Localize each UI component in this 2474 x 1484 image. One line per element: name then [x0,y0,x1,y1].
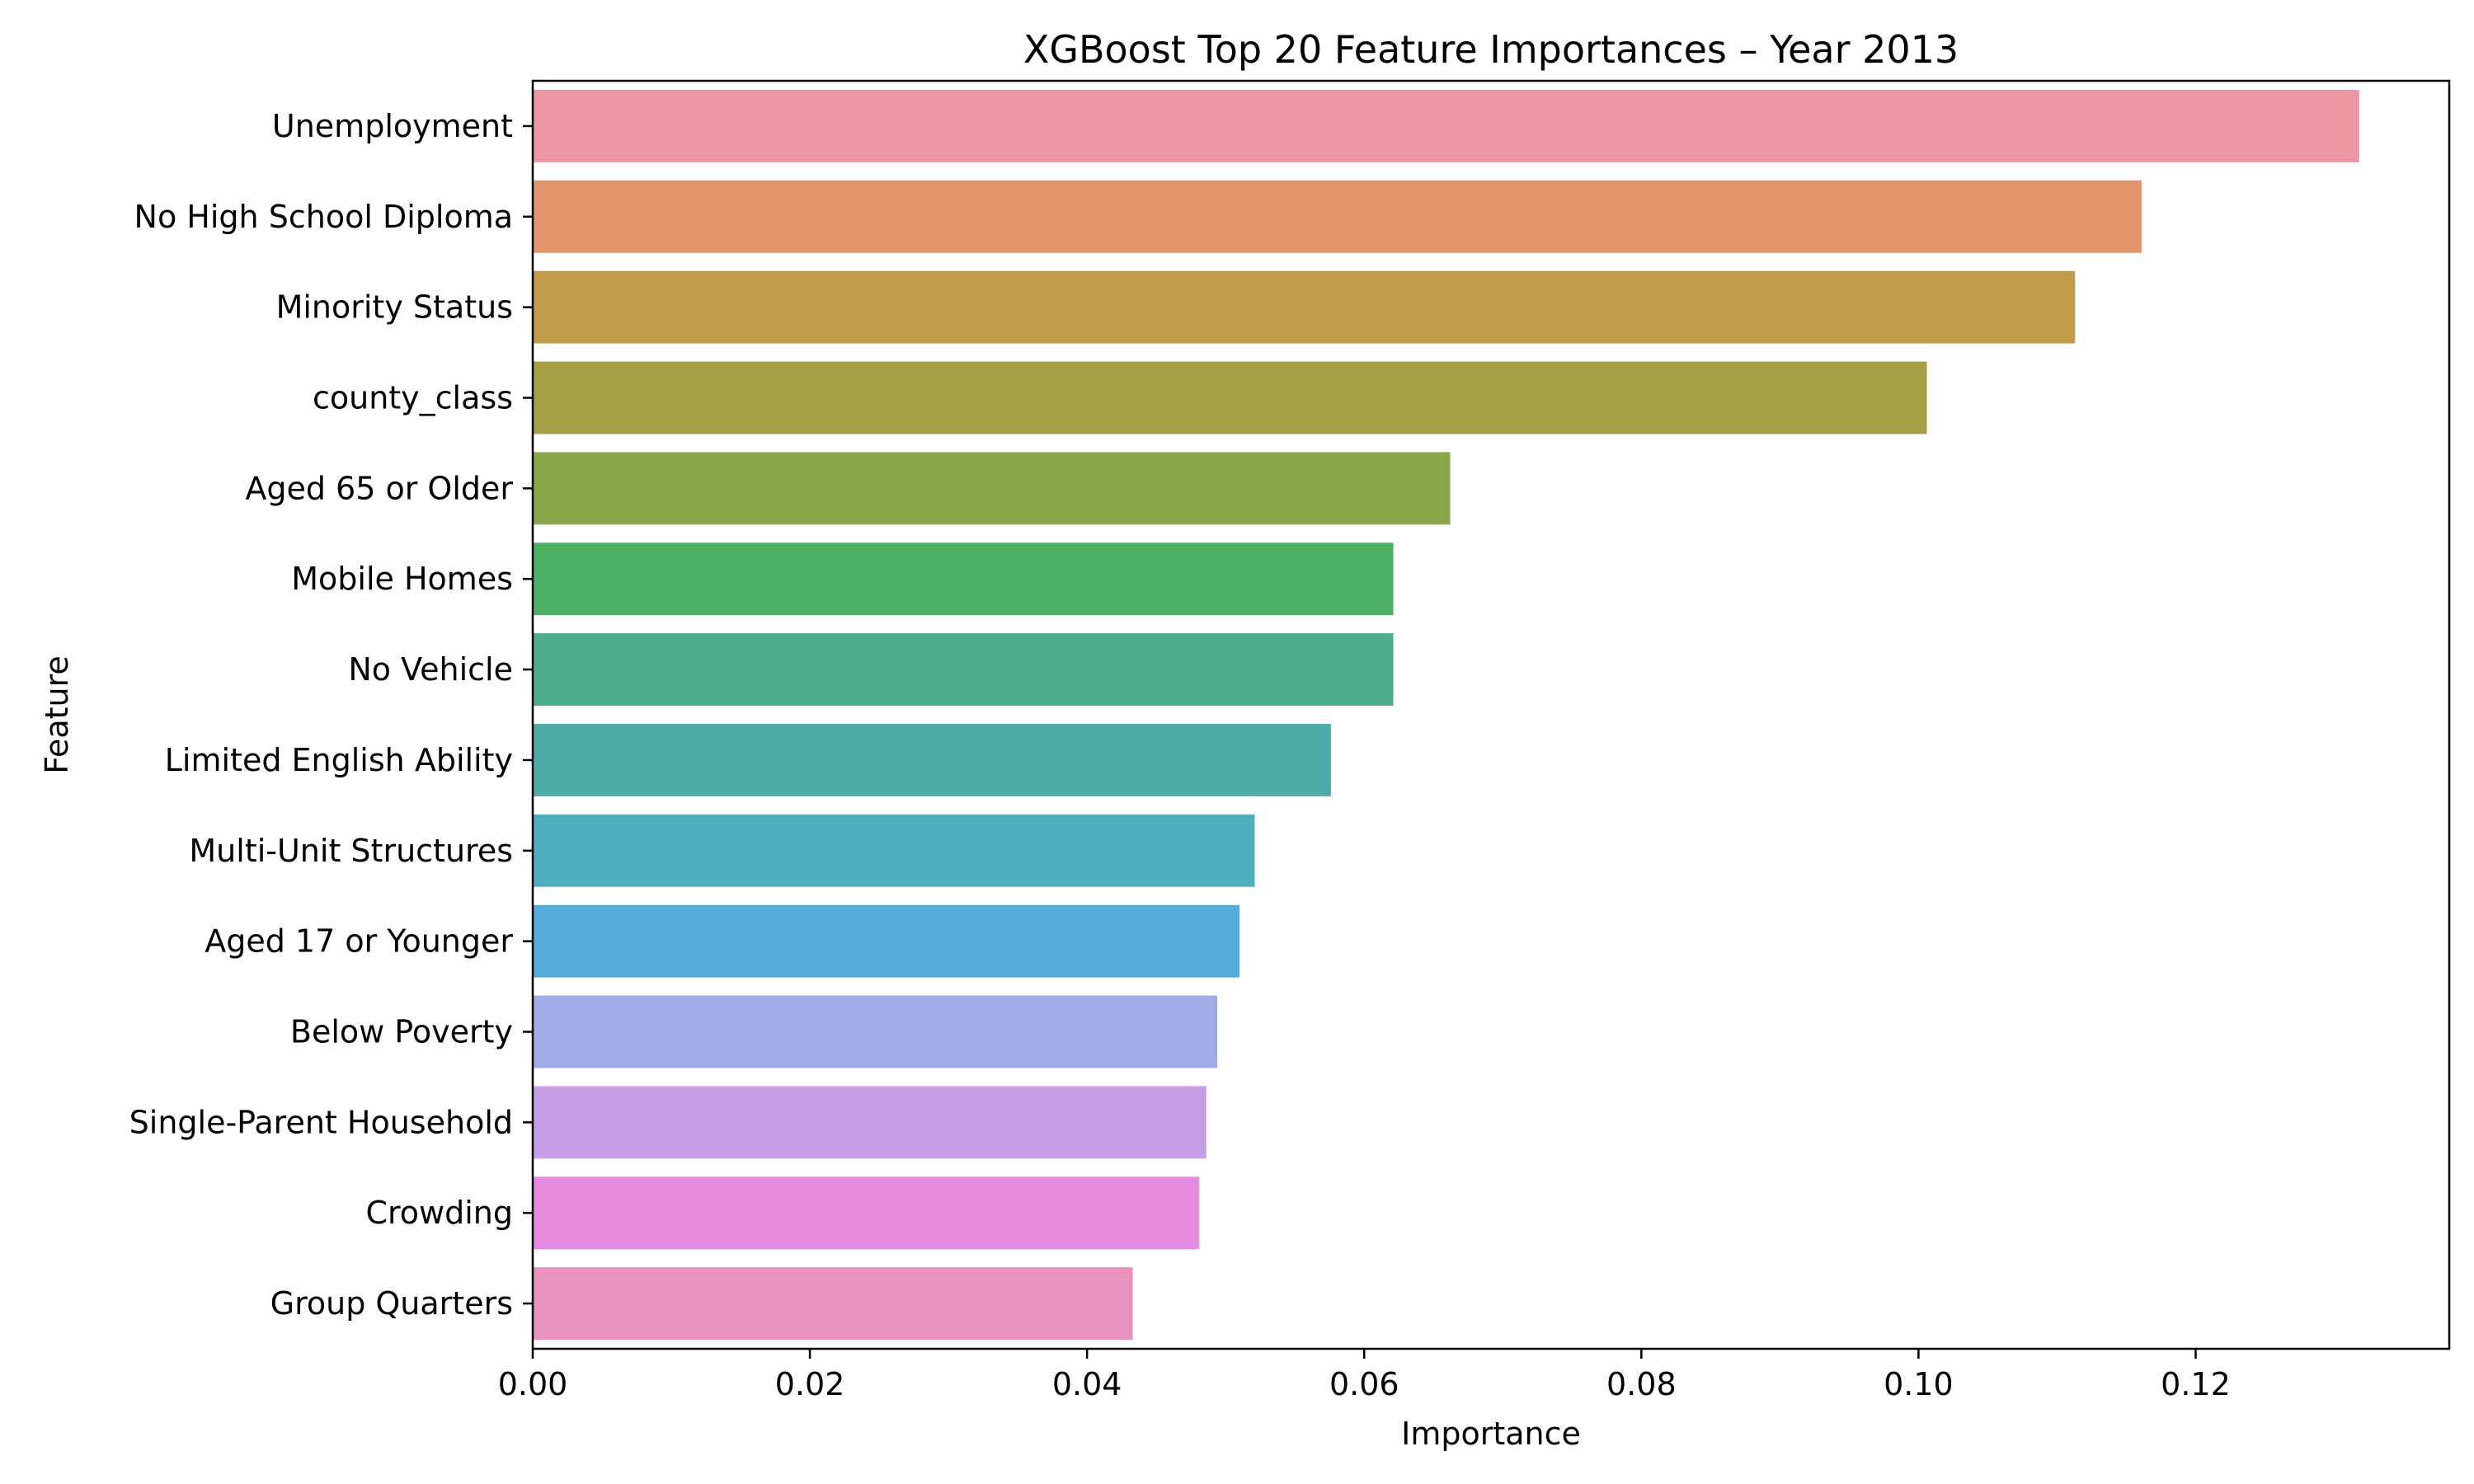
y-tick-label: No High School Diploma [134,199,513,235]
x-tick-label: 0.12 [2161,1366,2231,1402]
y-tick-label: Mobile Homes [291,561,513,597]
y-tick-label: No Vehicle [348,651,513,688]
y-tick-label: Single-Parent Household [129,1104,513,1140]
y-tick-label: county_class [313,380,513,416]
y-tick-label: Minority Status [276,289,513,326]
bar-no-vehicle [533,633,1394,707]
x-axis-label: Importance [1401,1416,1581,1452]
x-tick-label: 0.10 [1884,1366,1954,1402]
y-tick-label: Aged 17 or Younger [205,923,513,960]
x-tick-label: 0.08 [1606,1366,1677,1402]
x-tick-label: 0.06 [1329,1366,1399,1402]
bar-crowding [533,1176,1200,1250]
x-axis-ticks: 0.00 0.02 0.04 0.06 0.08 0.10 0.12 [498,1349,2231,1402]
bar-county-class [533,361,1927,434]
chart-title: XGBoost Top 20 Feature Importances – Yea… [1023,27,1959,72]
bar-multi-unit-structures [533,814,1255,887]
bar-no-high-school-diploma [533,180,2142,253]
bars-group [533,89,2359,1341]
x-tick-label: 0.00 [498,1366,568,1402]
bar-unemployment [533,89,2359,162]
y-tick-label: Unemployment [272,108,513,144]
bar-single-parent-household [533,1086,1206,1159]
y-tick-label: Crowding [365,1195,513,1231]
bar-mobile-homes [533,542,1394,616]
y-tick-label: Aged 65 or Older [245,470,513,506]
y-tick-label: Limited English Ability [165,742,513,778]
bar-aged-17-or-younger [533,904,1240,978]
y-tick-label: Multi-Unit Structures [189,833,513,869]
bar-limited-english-ability [533,723,1331,796]
y-axis-ticks: Unemployment No High School Diploma Minori… [129,108,533,1322]
y-tick-label: Below Poverty [290,1014,513,1050]
plot-frame [531,79,2451,1350]
bar-aged-65-or-older [533,452,1451,525]
y-axis-label: Feature [39,655,75,774]
bar-minority-status [533,270,2076,344]
y-tick-label: Group Quarters [270,1285,513,1322]
bar-group-quarters [533,1267,1133,1341]
bar-below-poverty [533,995,1218,1068]
x-tick-label: 0.02 [775,1366,845,1402]
x-tick-label: 0.04 [1052,1366,1122,1402]
